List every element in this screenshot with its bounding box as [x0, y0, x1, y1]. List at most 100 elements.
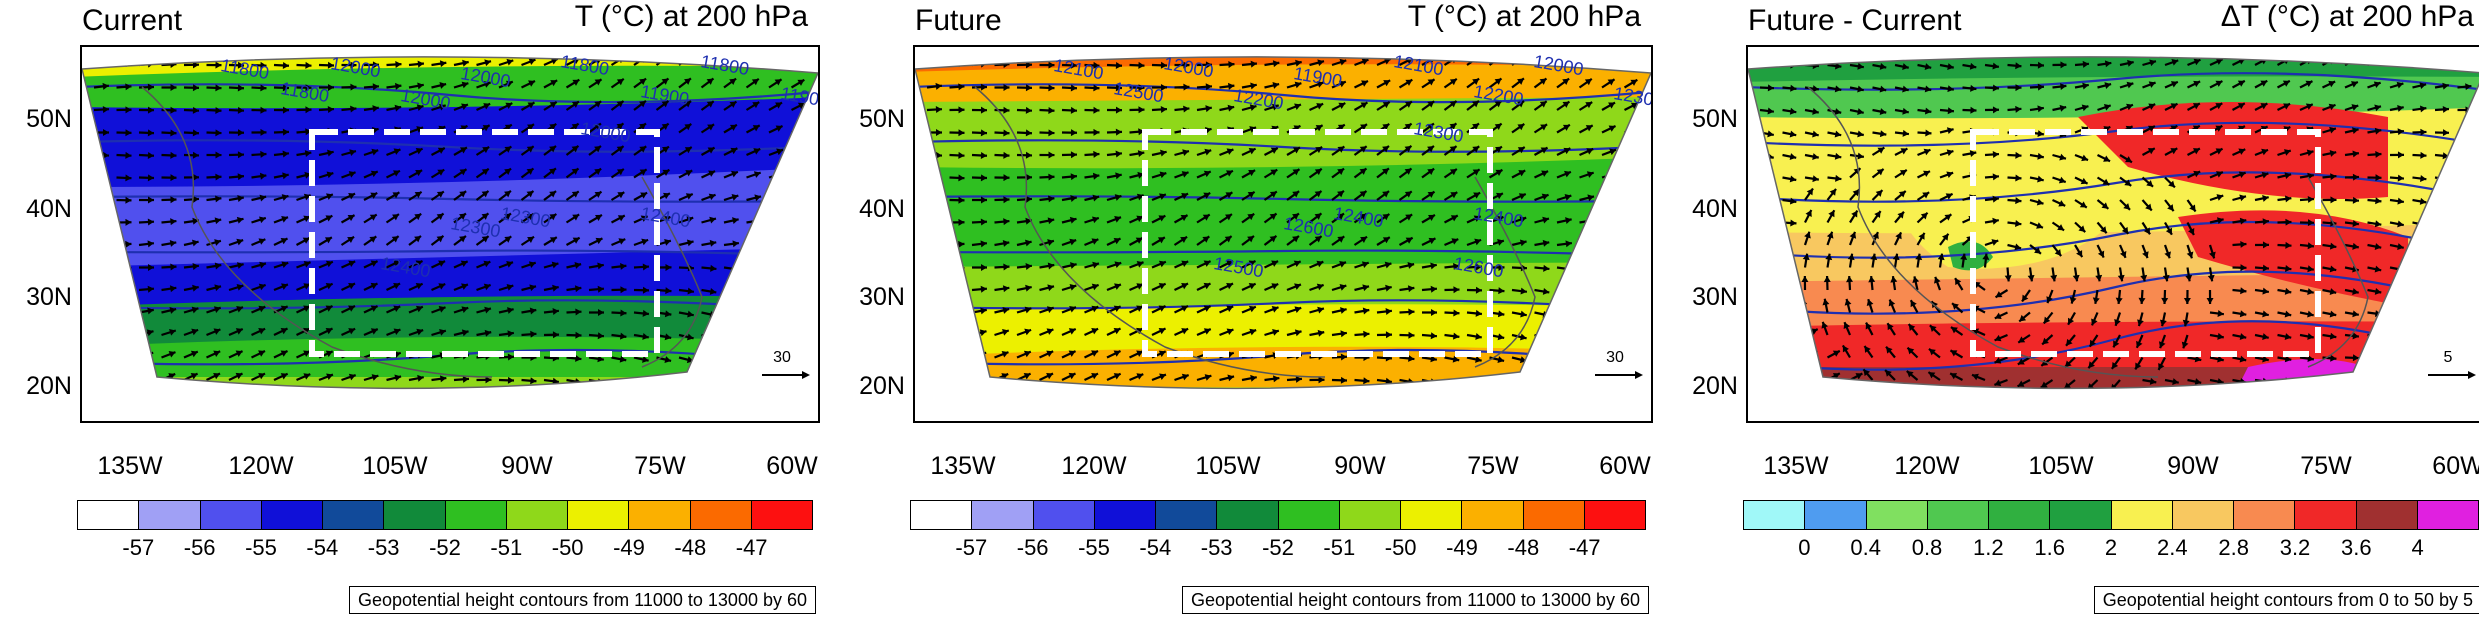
wind-vector-head — [2172, 378, 2179, 385]
wind-vector-head — [2135, 362, 2142, 370]
wind-vector-head — [1136, 261, 1144, 268]
wind-vector-head — [2162, 274, 2170, 282]
wind-vector — [2412, 311, 2427, 315]
wind-vector-head — [213, 372, 221, 380]
wind-vector — [926, 266, 943, 271]
wind-vector-head — [2168, 180, 2175, 188]
wind-vector-head — [1587, 265, 1595, 273]
wind-vector-head — [1202, 236, 1210, 243]
wind-vector-head — [2375, 397, 2382, 404]
wind-vector-head — [1001, 373, 1009, 380]
wind-vector-head — [2170, 148, 2178, 155]
wind-vector-head — [1542, 333, 1550, 341]
wind-vector-head — [1542, 287, 1550, 295]
wind-vector — [117, 397, 131, 403]
wind-vector-head — [1947, 85, 1954, 93]
wind-vector-head — [1048, 195, 1055, 203]
wind-vector-head — [755, 400, 761, 407]
wind-vector-head — [1203, 192, 1211, 199]
wind-vector-head — [549, 191, 557, 198]
wind-vector-head — [1314, 168, 1322, 176]
wind-vector-head — [1832, 373, 1840, 380]
wind-vector-head — [731, 356, 739, 364]
wind-vector-head — [1992, 150, 1999, 158]
wind-vector-head — [1340, 353, 1347, 361]
wind-vector-head — [1270, 169, 1278, 176]
colorbar-label: -50 — [551, 535, 584, 560]
wind-vector-head — [168, 395, 175, 401]
wind-vector-head — [1271, 283, 1279, 290]
wind-vector-head — [1496, 192, 1503, 200]
wind-vector-head — [2015, 197, 2022, 205]
wind-vector-head — [282, 106, 289, 114]
colorbar-swatch — [972, 501, 1034, 529]
reference-vector-label: 30 — [1606, 349, 1624, 366]
wind-vector-head — [1611, 400, 1617, 407]
wind-vector-head — [304, 396, 311, 403]
wind-vector-head — [170, 151, 177, 159]
wind-vector — [1556, 311, 1572, 318]
colorbar-swatch — [261, 501, 323, 529]
wind-vector-head — [1918, 232, 1925, 240]
wind-vector-head — [958, 286, 965, 294]
wind-vector-head — [237, 173, 244, 181]
wind-vector-head — [1337, 124, 1345, 131]
wind-vector-head — [2089, 339, 2097, 347]
wind-vector — [926, 60, 942, 67]
wind-vector-head — [729, 78, 737, 86]
wind-vector — [746, 333, 762, 340]
wind-vector — [813, 173, 818, 179]
wind-vector-head — [1025, 263, 1032, 270]
wind-vector-head — [2040, 404, 2047, 410]
wind-vector — [387, 400, 402, 402]
wind-vector-head — [2262, 333, 2269, 341]
wind-vector-head — [1205, 105, 1212, 113]
wind-vector-head — [101, 352, 109, 359]
wind-vector-head — [2148, 81, 2156, 88]
wind-vector-head — [2239, 333, 2247, 340]
wind-vector-head — [1362, 307, 1370, 315]
wind-vector-head — [1158, 350, 1166, 358]
wind-vector-head — [642, 401, 649, 408]
wind-vector-head — [1542, 378, 1550, 386]
wind-vector-head — [1048, 151, 1055, 159]
wind-vector-head — [2305, 103, 2313, 110]
wind-vector-head — [754, 217, 762, 225]
wind-vector-head — [1292, 191, 1300, 198]
wind-vector — [1624, 288, 1640, 295]
wind-vector-head — [461, 306, 469, 314]
wind-vector-head — [575, 401, 582, 408]
wind-vector-head — [1158, 260, 1166, 268]
wind-vector-head — [1136, 215, 1144, 223]
wind-vector-head — [574, 262, 582, 269]
wind-vector — [522, 403, 537, 405]
wind-vector-head — [2114, 318, 2121, 326]
wind-vector-head — [1408, 354, 1415, 362]
wind-vector-head — [1047, 217, 1055, 225]
wind-vector-head — [303, 305, 311, 312]
wind-vector-head — [1069, 306, 1077, 313]
wind-vector-head — [1294, 283, 1301, 290]
wind-vector-head — [552, 308, 559, 315]
wind-vector-head — [123, 373, 131, 381]
wind-vector-head — [2464, 330, 2472, 338]
wind-vector-head — [1025, 129, 1032, 137]
wind-vector-head — [2081, 104, 2089, 112]
colorbar-label: -47 — [735, 535, 768, 560]
wind-vector-head — [258, 305, 266, 313]
wind-vector-head — [1497, 333, 1505, 341]
wind-vector — [432, 402, 447, 403]
wind-vector-head — [2078, 225, 2086, 233]
wind-vector-head — [192, 151, 199, 159]
wind-vector-head — [2127, 59, 2134, 67]
wind-vector — [768, 266, 784, 272]
wind-vector-head — [2170, 103, 2178, 110]
wind-vector-head — [597, 285, 604, 293]
wind-vector-head — [1767, 197, 1774, 205]
wind-vector-head — [213, 350, 221, 357]
lon-label-90w: 90W — [501, 452, 553, 480]
wind-vector-head — [1969, 150, 1977, 158]
wind-vector-head — [1202, 214, 1210, 221]
wind-vector-head — [102, 151, 109, 159]
wind-vector-head — [2420, 309, 2427, 317]
